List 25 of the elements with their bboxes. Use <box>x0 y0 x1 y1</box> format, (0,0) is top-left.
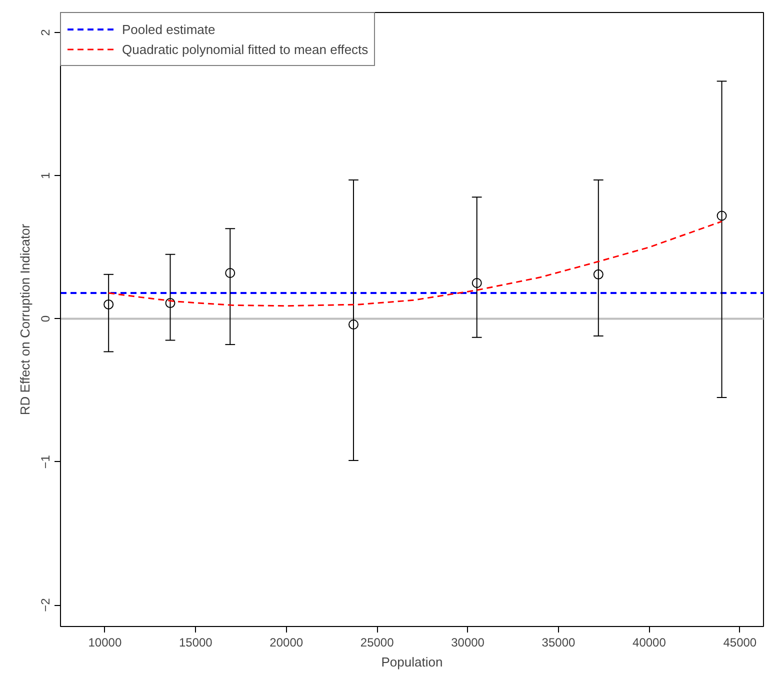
legend-label: Pooled estimate <box>122 22 216 36</box>
x-tick-label: 45000 <box>723 636 757 650</box>
x-tick-label: 30000 <box>451 636 485 650</box>
x-tick-label: 40000 <box>632 636 666 650</box>
point <box>348 320 358 330</box>
point <box>472 278 482 288</box>
x-tick-label: 35000 <box>542 636 576 650</box>
y-axis-title: RD Effect on Corruption Indicator <box>18 223 32 416</box>
x-tick-label: 25000 <box>360 636 394 650</box>
y-tick-label: −1 <box>38 454 52 469</box>
y-tick-label: 0 <box>38 315 52 322</box>
legend-label: Quadratic polynomial fitted to mean effects <box>122 42 368 56</box>
line-series <box>108 220 723 307</box>
point <box>165 298 176 308</box>
point <box>104 299 114 310</box>
point <box>225 268 236 278</box>
point <box>593 269 604 280</box>
x-tick-label: 20000 <box>270 636 304 650</box>
x-axis-title: Population <box>381 654 443 670</box>
x-tick-label: 15000 <box>178 636 213 650</box>
y-tick-label: 2 <box>38 28 52 36</box>
point <box>716 210 727 221</box>
y-tick-label: 1 <box>38 172 52 179</box>
y-tick-label: −2 <box>38 598 52 612</box>
x-tick-label: 10000 <box>88 636 122 650</box>
